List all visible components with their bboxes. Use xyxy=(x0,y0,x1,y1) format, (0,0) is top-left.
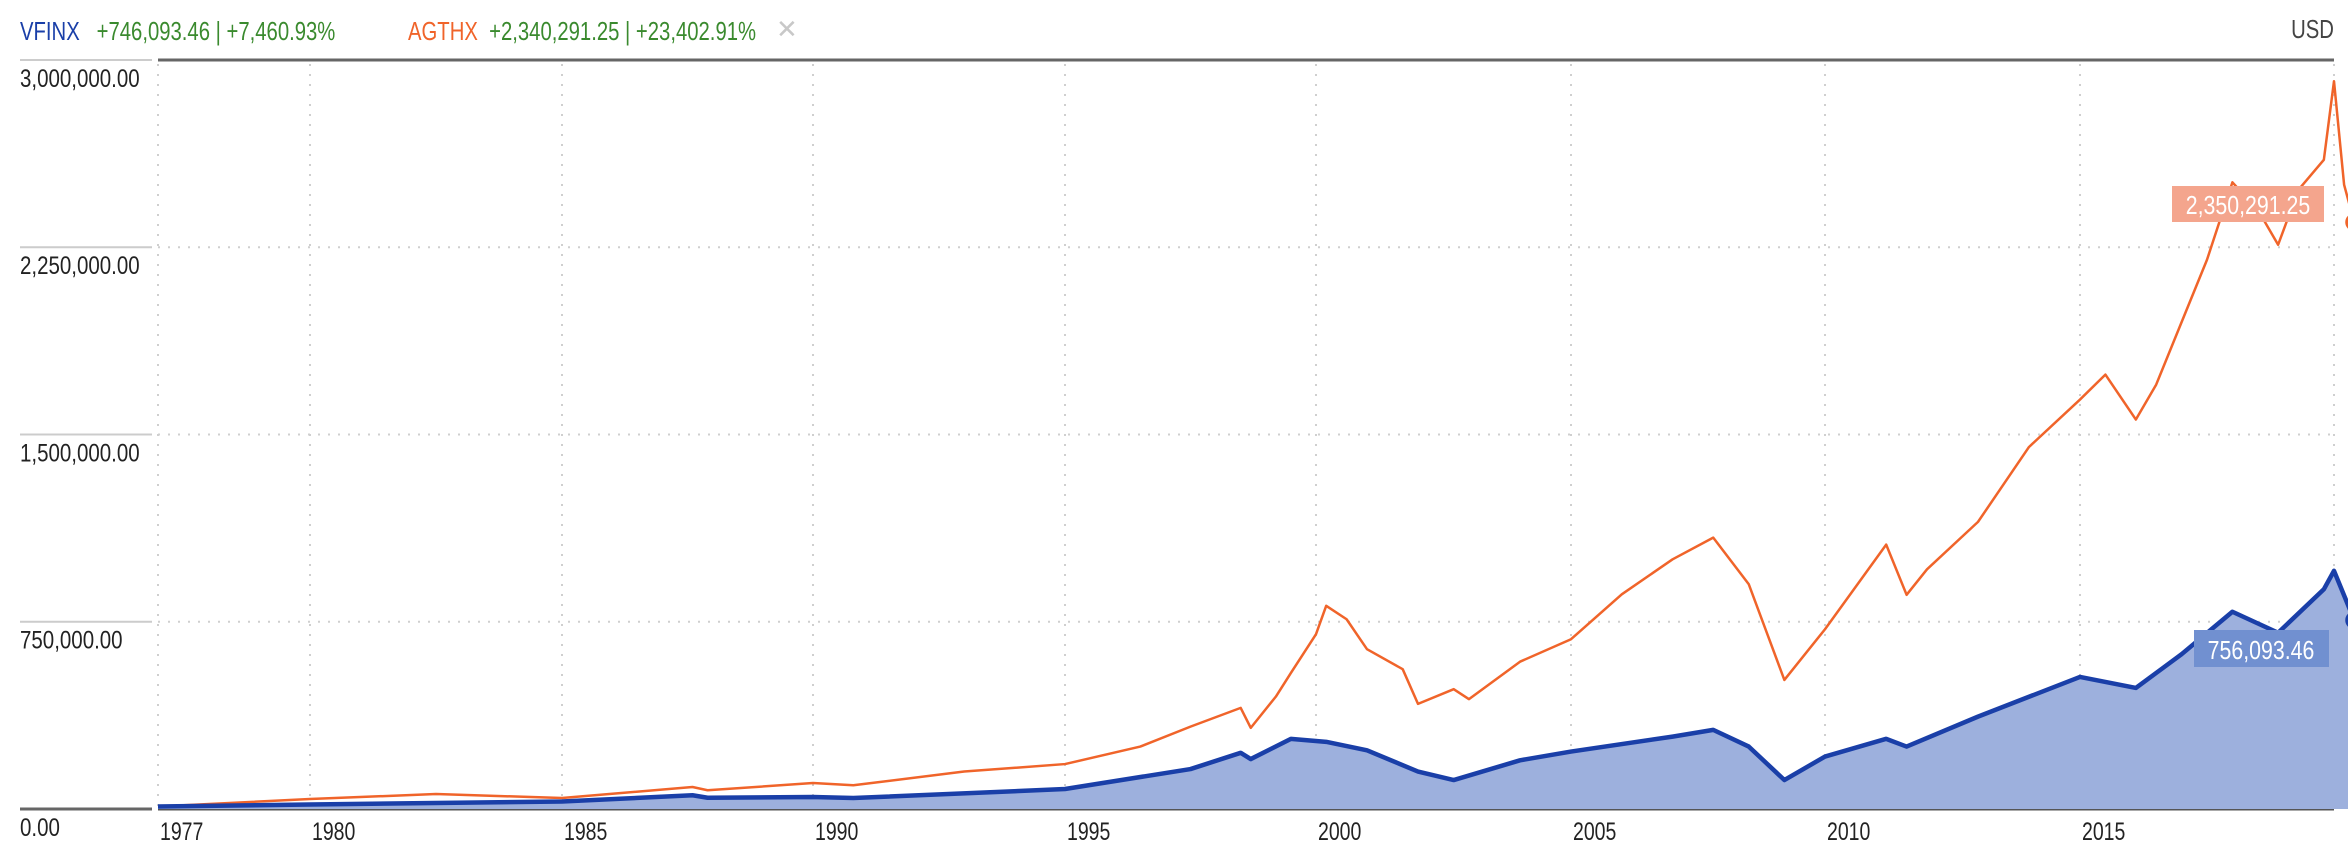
vfinx-area xyxy=(158,570,2348,809)
y-axis: 3,000,000.00 2,250,000.00 1,500,000.00 750,… xyxy=(20,59,152,841)
x-tick-label: 1990 xyxy=(815,818,858,846)
x-tick-label: 1977 xyxy=(160,818,203,846)
x-tick-label: 1995 xyxy=(1067,818,1110,846)
x-tick-label: 1980 xyxy=(312,818,355,846)
y-tick-label: 1,500,000.00 xyxy=(20,439,140,467)
agthx-last-marker xyxy=(2345,215,2348,229)
vfinx-last-label: 756,093.46 xyxy=(2194,630,2329,667)
y-tick-label: 750,000.00 xyxy=(20,626,123,654)
vfinx-line[interactable] xyxy=(157,568,2348,809)
legend-change-vfinx: +746,093.46 | +7,460.93% xyxy=(96,15,336,46)
vfinx-last-marker xyxy=(2345,613,2348,627)
agthx-last-value: 2,350,291.25 xyxy=(2186,191,2310,221)
x-tick-label: 2010 xyxy=(1827,818,1870,846)
grid-lines xyxy=(157,64,2335,807)
x-tick-label: 2015 xyxy=(2082,818,2125,846)
y-tick-label: 0.00 xyxy=(20,813,60,841)
legend-change-agthx: +2,340,291.25 | +23,402.91% xyxy=(489,15,757,46)
legend: VFINX +746,093.46 | +7,460.93% AGTHX +2,… xyxy=(20,14,808,48)
x-axis: 1977 1980 1985 1990 1995 2000 2005 2010 2015 xyxy=(160,818,2125,846)
vfinx-last-value: 756,093.46 xyxy=(2208,636,2315,666)
legend-item-agthx[interactable]: AGTHX +2,340,291.25 | +23,402.91% xyxy=(408,16,808,47)
legend-item-vfinx[interactable]: VFINX +746,093.46 | +7,460.93% xyxy=(20,16,360,47)
agthx-line[interactable] xyxy=(157,79,2348,808)
x-tick-label: 2000 xyxy=(1318,818,1361,846)
legend-symbol-agthx: AGTHX xyxy=(408,15,478,46)
currency-label: USD xyxy=(2291,14,2334,44)
x-tick-label: 2005 xyxy=(1573,818,1616,846)
close-icon[interactable]: ✕ xyxy=(776,14,798,44)
x-tick-label: 1985 xyxy=(564,818,607,846)
y-tick-label: 3,000,000.00 xyxy=(20,64,140,92)
y-tick-label: 2,250,000.00 xyxy=(20,251,140,279)
agthx-last-label: 2,350,291.25 xyxy=(2172,186,2324,222)
legend-symbol-vfinx: VFINX xyxy=(20,15,80,46)
